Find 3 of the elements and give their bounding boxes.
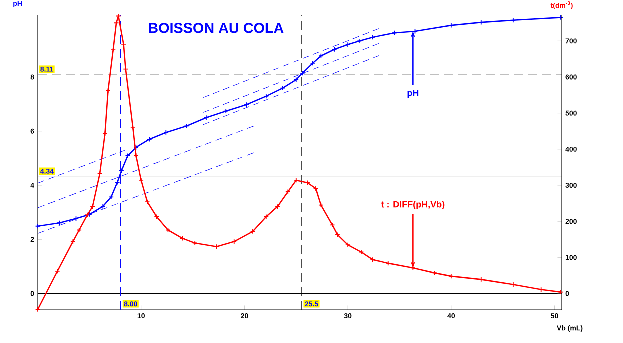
chart-title: BOISSON AU COLA xyxy=(149,23,284,34)
annotation: t : DIFF(pH,Vb) xyxy=(381,201,445,210)
annotation: pH xyxy=(408,90,419,98)
